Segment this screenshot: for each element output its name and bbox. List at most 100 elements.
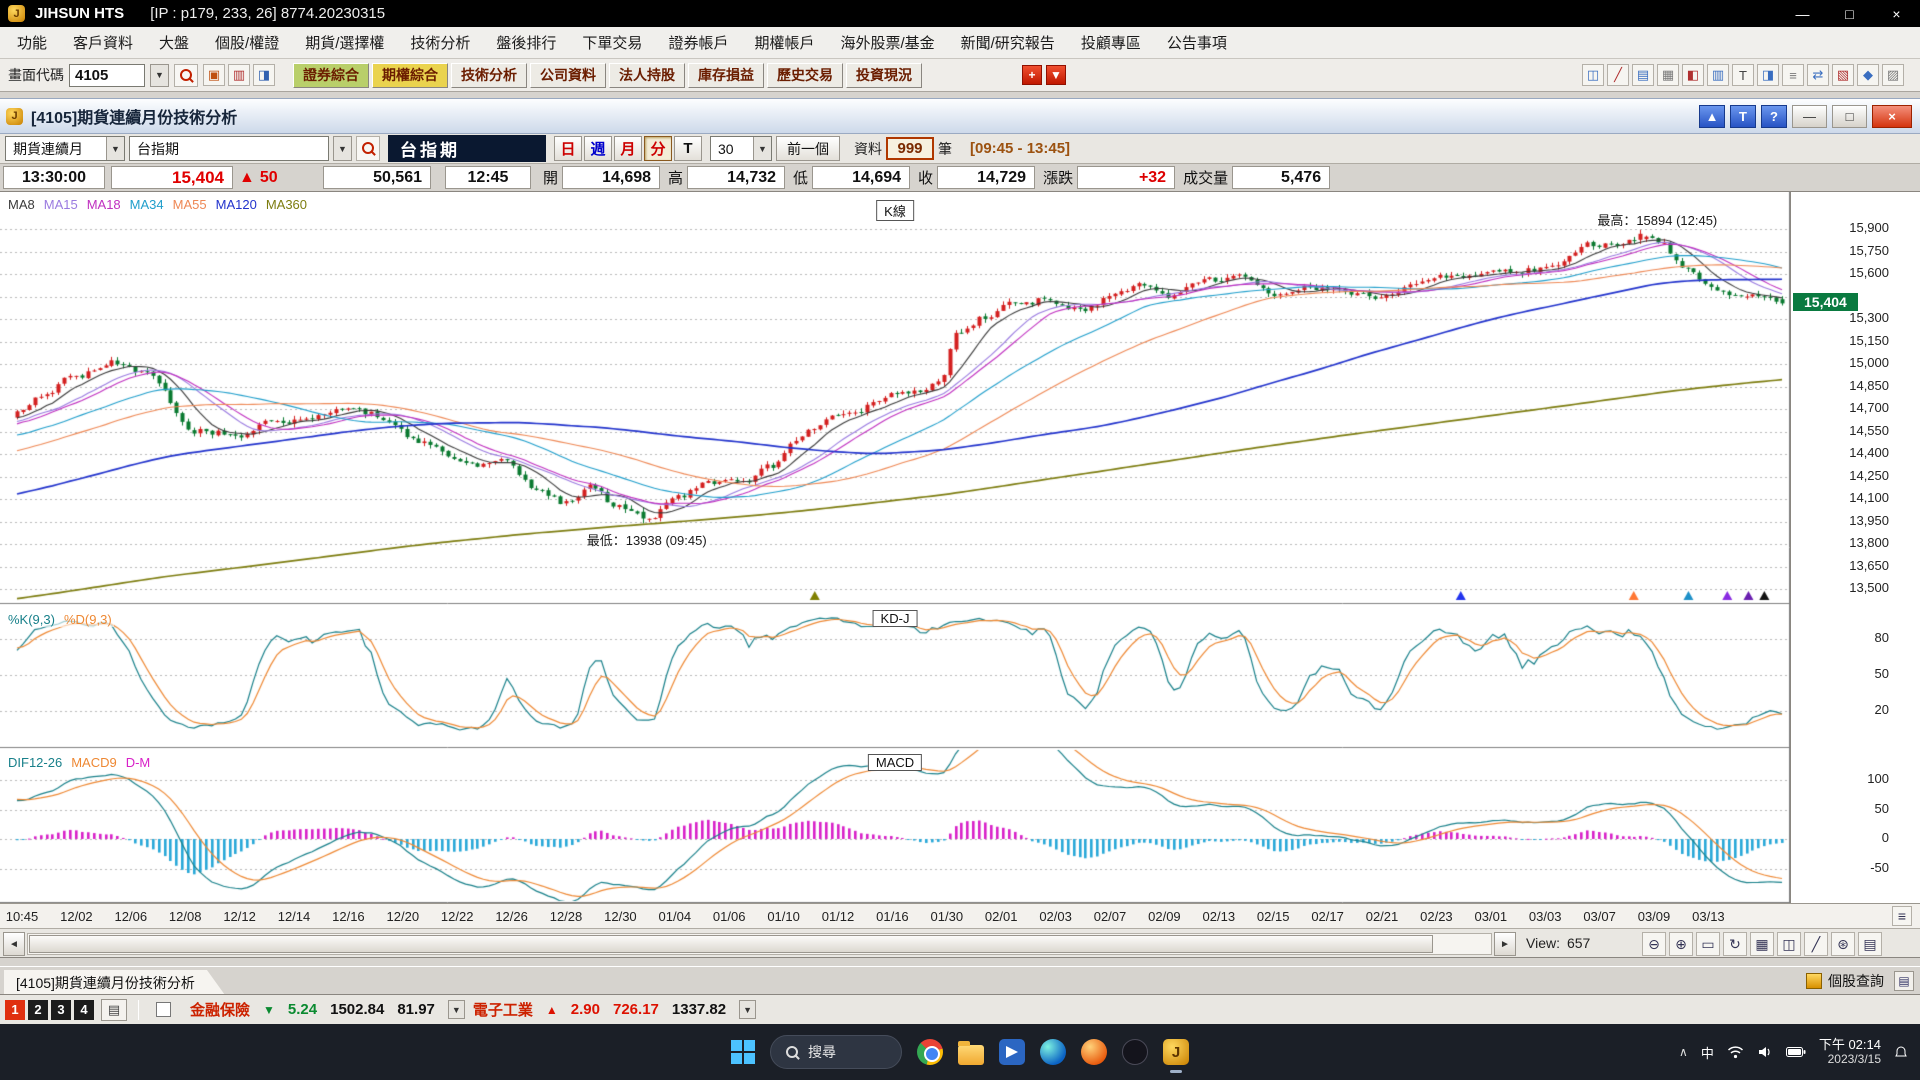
zoom-window-icon[interactable]: ▭	[1696, 932, 1720, 956]
media-app-icon[interactable]	[999, 1039, 1025, 1065]
technical-chart-canvas[interactable]	[0, 192, 1790, 903]
zoom-in-icon[interactable]: ⊕	[1669, 932, 1693, 956]
toolbar-button[interactable]: 期權綜合	[372, 62, 448, 88]
menu-item[interactable]: 功能	[17, 35, 48, 52]
screen-code-input[interactable]: 4105	[69, 63, 145, 87]
list-icon[interactable]: ≡	[1782, 64, 1804, 86]
edge-browser-icon[interactable]	[1040, 1039, 1066, 1065]
layout-icon[interactable]: ▣	[203, 64, 225, 86]
help-button[interactable]: ?	[1761, 104, 1787, 128]
menu-item[interactable]: 盤後排行	[496, 35, 557, 52]
window-close-button[interactable]: ×	[1872, 104, 1912, 128]
period-button[interactable]: 週	[584, 136, 612, 161]
window-tab[interactable]: [4105]期貨連續月份技術分析	[4, 970, 225, 995]
chrome-icon[interactable]	[917, 1039, 943, 1065]
jihsun-app-icon[interactable]: J	[1163, 1039, 1189, 1073]
period-button[interactable]: 日	[554, 136, 582, 161]
scrollbar-thumb[interactable]	[29, 935, 1434, 953]
menu-item[interactable]: 大盤	[159, 35, 190, 52]
report-icon[interactable]: ▤	[1632, 64, 1654, 86]
stock-query[interactable]: 個股查詢	[1806, 971, 1884, 991]
code-search-button[interactable]	[174, 63, 198, 87]
grid-view-icon[interactable]: ▦	[1657, 64, 1679, 86]
swap-icon[interactable]: ⇄	[1807, 64, 1829, 86]
page-button[interactable]: 4	[74, 999, 94, 1020]
symbol-combo[interactable]: 台指期	[129, 136, 329, 161]
zoom-out-icon[interactable]: ⊖	[1642, 932, 1666, 956]
window-minimize-button[interactable]: —	[1792, 104, 1827, 128]
text-tool-icon[interactable]: T	[1732, 64, 1754, 86]
series-dropdown-icon[interactable]: ▼	[106, 137, 124, 160]
screen-code-dropdown-icon[interactable]: ▼	[150, 63, 169, 87]
menu-item[interactable]: 技術分析	[410, 35, 471, 52]
taskbar-search[interactable]: 搜尋	[770, 1035, 902, 1069]
pattern-icon[interactable]: ▨	[1882, 64, 1904, 86]
toolbar-button[interactable]: 證券綜合	[293, 62, 369, 88]
grid-icon[interactable]: ▥	[228, 64, 250, 86]
page-button[interactable]: 3	[51, 999, 71, 1020]
pin-window-button[interactable]: ▲	[1699, 104, 1725, 128]
menu-item[interactable]: 公告事項	[1166, 35, 1227, 52]
settings-icon[interactable]: ⊛	[1831, 932, 1855, 956]
page-button[interactable]: 1	[5, 999, 25, 1020]
diamond-icon[interactable]: ◆	[1857, 64, 1879, 86]
menu-item[interactable]: 期貨/選擇權	[305, 35, 385, 52]
page-button[interactable]: 2	[28, 999, 48, 1020]
start-button[interactable]	[731, 1040, 755, 1064]
wifi-icon[interactable]	[1727, 1045, 1744, 1059]
app-minimize-button[interactable]: —	[1795, 5, 1810, 22]
ime-indicator[interactable]: 中	[1700, 1045, 1714, 1061]
layers-icon[interactable]: ▤	[1858, 932, 1882, 956]
menu-item[interactable]: 投顧專區	[1080, 35, 1141, 52]
menu-item[interactable]: 證券帳戶	[668, 35, 729, 52]
tray-expand-icon[interactable]: ∧	[1679, 1045, 1688, 1059]
toolbar-button[interactable]: 投資現況	[846, 62, 922, 88]
menu-item[interactable]: 海外股票/基金	[840, 35, 935, 52]
notification-bell-icon[interactable]	[1894, 1045, 1908, 1059]
firefox-icon[interactable]	[1081, 1039, 1107, 1065]
toolbar-button[interactable]: 技術分析	[451, 62, 527, 88]
symbol-dropdown-icon[interactable]: ▼	[333, 136, 352, 161]
dark-app-icon[interactable]	[1122, 1039, 1148, 1065]
scroll-right-button[interactable]: ►	[1494, 932, 1516, 956]
split-icon[interactable]: ◨	[253, 64, 275, 86]
period-button[interactable]: 月	[614, 136, 642, 161]
previous-button[interactable]: 前一個	[776, 136, 840, 161]
menu-item[interactable]: 下單交易	[582, 35, 643, 52]
toolbar-button[interactable]: 歷史交易	[767, 62, 843, 88]
interval-dropdown-icon[interactable]: ▼	[753, 137, 771, 160]
period-button[interactable]: 分	[644, 136, 672, 161]
ticker-checkbox[interactable]	[156, 1002, 171, 1017]
toolbar-button[interactable]: 法人持股	[609, 62, 685, 88]
scrollbar-track[interactable]	[27, 933, 1492, 955]
series-select[interactable]: 期貨連續月 ▼	[5, 136, 125, 161]
axis-settings-icon[interactable]: ≡	[1892, 906, 1912, 926]
symbol-search-button[interactable]	[356, 136, 380, 161]
draw-line-icon[interactable]: ╱	[1607, 64, 1629, 86]
sector-dropdown-icon[interactable]: ▼	[447, 1000, 465, 1019]
menu-item[interactable]: 期權帳戶	[754, 35, 815, 52]
volume-icon[interactable]	[1757, 1045, 1773, 1059]
interval-select[interactable]: 30 ▼	[710, 136, 772, 161]
half-view-icon[interactable]: ◧	[1682, 64, 1704, 86]
status-corner-icon[interactable]: ▤	[1894, 971, 1914, 991]
menu-item[interactable]: 新聞/研究報告	[960, 35, 1055, 52]
hatch-icon[interactable]: ▧	[1832, 64, 1854, 86]
pane-icon[interactable]: ◨	[1757, 64, 1779, 86]
grid-icon[interactable]: ▦	[1750, 932, 1774, 956]
trendline-icon[interactable]: ╱	[1804, 932, 1828, 956]
window-maximize-button[interactable]: □	[1832, 104, 1867, 128]
chart-window-titlebar[interactable]: J [4105]期貨連續月份技術分析 ▲ T ? — □ ×	[0, 98, 1920, 134]
sector-dropdown-icon[interactable]: ▼	[739, 1000, 757, 1019]
toolbar-button[interactable]: 公司資料	[530, 62, 606, 88]
menu-item[interactable]: 個股/權證	[215, 35, 280, 52]
period-button[interactable]: T	[674, 136, 702, 161]
window-layout-icon[interactable]: ◫	[1582, 64, 1604, 86]
text-mode-button[interactable]: T	[1730, 104, 1756, 128]
columns-icon[interactable]: ▥	[1707, 64, 1729, 86]
menu-item[interactable]: 客戶資料	[73, 35, 134, 52]
file-explorer-icon[interactable]	[958, 1040, 984, 1065]
split-panels-icon[interactable]: ◫	[1777, 932, 1801, 956]
print-icon[interactable]: ▤	[101, 998, 127, 1021]
add-view-icon[interactable]: +	[1022, 65, 1042, 85]
